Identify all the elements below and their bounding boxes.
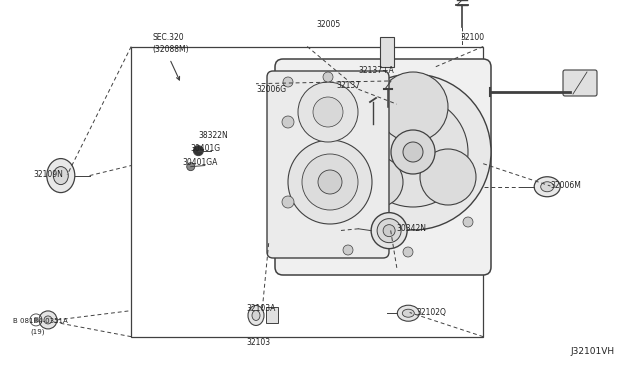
Text: B 081B4-0351A: B 081B4-0351A: [13, 318, 68, 324]
Text: J32101VH: J32101VH: [570, 347, 614, 356]
Text: 32137: 32137: [336, 81, 360, 90]
Text: 30401GA: 30401GA: [182, 158, 218, 167]
Circle shape: [282, 116, 294, 128]
Text: 32006M: 32006M: [550, 182, 581, 190]
Text: 38322N: 38322N: [198, 131, 228, 140]
Ellipse shape: [541, 182, 554, 192]
Text: 30342N: 30342N: [397, 224, 427, 233]
Circle shape: [420, 149, 476, 205]
Text: 32103A: 32103A: [246, 304, 276, 313]
Circle shape: [378, 72, 448, 142]
Circle shape: [403, 142, 423, 162]
Text: 32103: 32103: [246, 338, 271, 347]
Ellipse shape: [534, 177, 560, 197]
Text: 32109N: 32109N: [33, 170, 63, 179]
Bar: [380, 37, 394, 67]
Circle shape: [302, 154, 358, 210]
Circle shape: [403, 247, 413, 257]
Bar: [266, 307, 278, 324]
Ellipse shape: [252, 311, 260, 320]
Circle shape: [391, 130, 435, 174]
Circle shape: [282, 196, 294, 208]
Circle shape: [318, 170, 342, 194]
Ellipse shape: [47, 158, 75, 193]
Text: 32137+A: 32137+A: [358, 66, 394, 75]
Circle shape: [313, 97, 343, 127]
Circle shape: [335, 74, 491, 230]
Circle shape: [187, 163, 195, 171]
Circle shape: [463, 217, 473, 227]
Circle shape: [353, 157, 403, 207]
Circle shape: [377, 219, 401, 243]
FancyBboxPatch shape: [267, 71, 389, 258]
Text: 32102Q: 32102Q: [416, 308, 446, 317]
Ellipse shape: [403, 309, 414, 317]
Text: 32006G: 32006G: [256, 85, 286, 94]
Circle shape: [358, 97, 468, 207]
Circle shape: [283, 77, 293, 87]
Circle shape: [288, 140, 372, 224]
Circle shape: [44, 316, 52, 324]
Text: 30401G: 30401G: [191, 144, 221, 153]
FancyBboxPatch shape: [563, 70, 597, 96]
Text: (19): (19): [31, 328, 45, 335]
Text: SEC.320: SEC.320: [152, 33, 184, 42]
FancyBboxPatch shape: [275, 59, 491, 275]
Text: (32088M): (32088M): [152, 45, 189, 54]
Bar: [131, 46, 483, 337]
Ellipse shape: [248, 305, 264, 326]
Ellipse shape: [397, 305, 419, 321]
Circle shape: [371, 213, 407, 248]
Text: B: B: [34, 317, 38, 323]
Ellipse shape: [53, 167, 68, 185]
Circle shape: [298, 82, 358, 142]
Circle shape: [383, 225, 395, 237]
Circle shape: [343, 245, 353, 255]
Text: 32100: 32100: [461, 33, 485, 42]
Text: 32005: 32005: [317, 20, 341, 29]
Circle shape: [323, 72, 333, 82]
Circle shape: [193, 146, 204, 155]
Circle shape: [39, 311, 57, 329]
